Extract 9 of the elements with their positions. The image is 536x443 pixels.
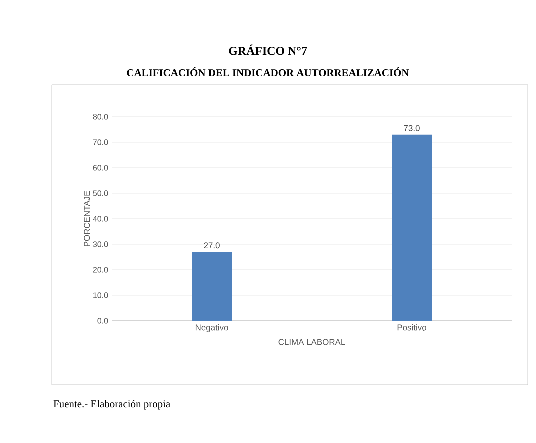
source-note: Fuente.- Elaboración propia [54,400,170,410]
x-tick-label: Negativo [196,324,228,332]
x-tick-label: Positivo [398,324,426,331]
x-axis-title: CLIMA LABORAL [278,339,346,346]
chart-subtitle: CALIFICACIÓN DEL INDICADOR AUTORREALIZACIÓN [127,67,410,77]
data-label: 27.0 [204,242,220,249]
data-label: 73.0 [404,125,420,132]
y-axis-title: PORCENTAJE [84,191,90,246]
chart-title: GRÁFICO N°7 [229,44,308,56]
